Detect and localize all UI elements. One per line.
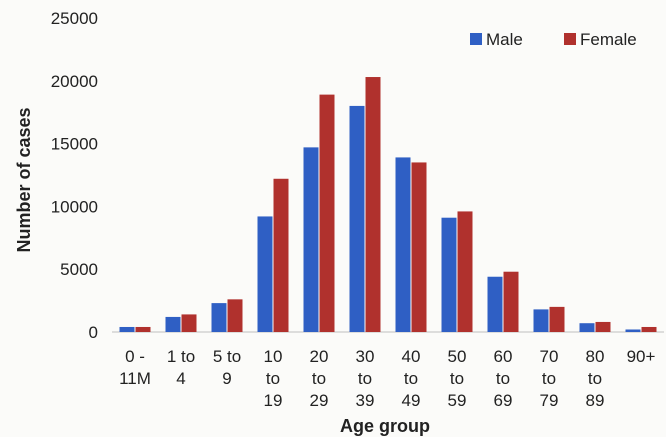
bar-male xyxy=(533,309,549,332)
y-tick-label: 15000 xyxy=(51,135,98,154)
y-axis-title: Number of cases xyxy=(14,107,34,252)
bar-female xyxy=(411,162,427,332)
legend-swatch-female xyxy=(564,33,576,45)
bar-female xyxy=(319,94,335,332)
legend-swatch-male xyxy=(470,33,482,45)
bar-male xyxy=(579,323,595,332)
bar-female xyxy=(227,299,243,332)
y-tick-label: 25000 xyxy=(51,9,98,28)
x-tick-label: 5 to 9 xyxy=(213,347,241,388)
bar-male xyxy=(487,276,503,332)
y-tick-label: 20000 xyxy=(51,72,98,91)
x-tick-label: 20 to 29 xyxy=(310,347,329,410)
bar-female xyxy=(549,306,565,332)
x-tick-label: 40 to 49 xyxy=(402,347,421,410)
y-axis: 0 5000 10000 15000 20000 25000 xyxy=(51,9,98,342)
y-tick-label: 0 xyxy=(89,323,98,342)
bar-male xyxy=(349,105,365,332)
bar-male xyxy=(441,217,457,332)
x-axis-title: Age group xyxy=(340,416,430,436)
x-tick-label: 70 to 79 xyxy=(540,347,559,410)
bar-female xyxy=(503,271,519,332)
x-tick-label: 1 to 4 xyxy=(167,347,195,388)
x-axis-category-labels: 0 -11M 1 to 4 5 to 9 10 to 19 20 to 29 30 to 39 40 to 49… xyxy=(119,347,655,410)
bar-female xyxy=(457,211,473,332)
legend-label-male: Male xyxy=(486,30,523,49)
bar-female xyxy=(365,77,381,332)
x-tick-label: 10 to 19 xyxy=(264,347,283,410)
bar-female xyxy=(181,314,197,332)
bar-male xyxy=(625,329,641,332)
y-tick-label: 5000 xyxy=(60,260,98,279)
legend-label-female: Female xyxy=(580,30,637,49)
bar-female xyxy=(135,326,151,332)
legend: Male Female xyxy=(470,30,637,49)
bars xyxy=(119,77,657,332)
bar-male xyxy=(395,157,411,332)
x-tick-label: 50 to 59 xyxy=(448,347,467,410)
bar-male xyxy=(257,216,273,332)
y-tick-label: 10000 xyxy=(51,197,98,216)
bar-male xyxy=(211,303,227,332)
bar-female xyxy=(595,321,611,332)
bar-male xyxy=(119,326,135,332)
x-tick-label: 30 to 39 xyxy=(356,347,375,410)
x-tick-label: 60 to 69 xyxy=(494,347,513,410)
x-tick-label: 0 -11M xyxy=(119,347,151,388)
x-tick-label: 90+ xyxy=(627,347,656,366)
bar-female xyxy=(641,326,657,332)
bar-female xyxy=(273,178,289,332)
bar-male xyxy=(303,147,319,332)
bar-male xyxy=(165,316,181,332)
x-tick-label: 80 to 89 xyxy=(586,347,605,410)
